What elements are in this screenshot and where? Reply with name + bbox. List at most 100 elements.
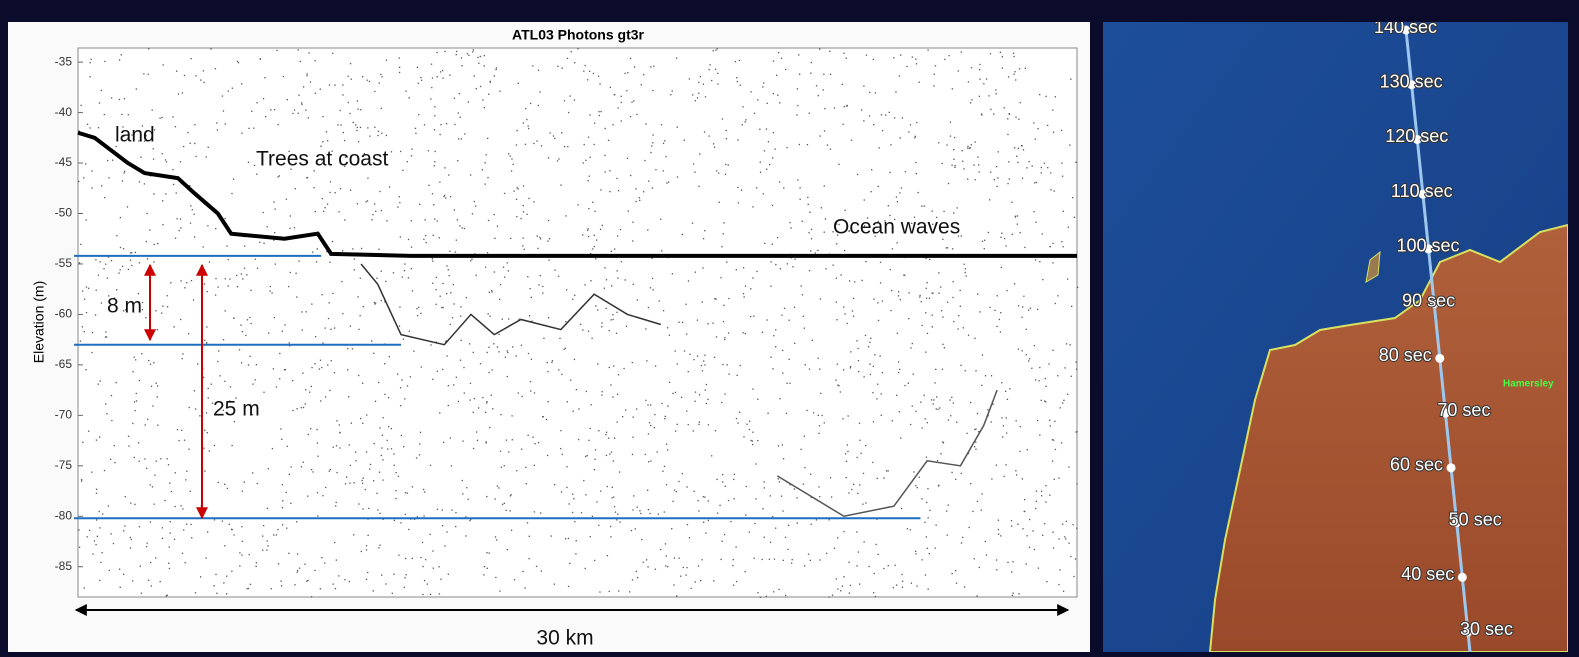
noise-photon xyxy=(698,394,701,396)
noise-photon xyxy=(122,573,125,575)
noise-photon xyxy=(494,237,496,239)
noise-photon xyxy=(817,95,819,97)
noise-photon xyxy=(835,301,838,303)
noise-photon xyxy=(937,408,939,411)
noise-photon xyxy=(804,565,806,567)
noise-photon xyxy=(787,524,790,526)
noise-photon xyxy=(249,355,251,358)
noise-photon xyxy=(572,298,574,300)
noise-photon xyxy=(896,242,898,244)
noise-photon xyxy=(458,138,460,140)
y-tick-label: -50 xyxy=(55,206,73,220)
noise-photon xyxy=(329,191,331,194)
noise-photon xyxy=(88,287,90,289)
noise-photon xyxy=(913,216,916,218)
noise-photon xyxy=(113,445,115,447)
noise-photon xyxy=(191,537,193,539)
noise-photon xyxy=(172,168,174,171)
noise-photon xyxy=(1068,466,1070,468)
noise-photon xyxy=(471,258,473,260)
noise-photon xyxy=(914,135,916,137)
noise-photon xyxy=(847,415,849,417)
noise-photon xyxy=(775,329,777,331)
noise-photon xyxy=(869,91,871,94)
noise-photon xyxy=(214,68,217,70)
noise-photon xyxy=(699,75,702,78)
noise-photon xyxy=(722,481,724,483)
noise-photon xyxy=(414,127,417,130)
noise-photon xyxy=(1065,520,1067,523)
noise-photon xyxy=(166,458,168,460)
noise-photon xyxy=(373,480,375,482)
noise-photon xyxy=(1015,116,1017,118)
noise-photon xyxy=(548,237,551,240)
noise-photon xyxy=(500,466,502,468)
noise-photon xyxy=(752,206,754,208)
noise-photon xyxy=(614,511,617,513)
noise-photon xyxy=(472,51,474,53)
noise-photon xyxy=(715,49,717,51)
noise-photon xyxy=(704,230,706,232)
noise-photon xyxy=(137,442,140,444)
noise-photon xyxy=(274,231,276,234)
noise-photon xyxy=(896,394,898,397)
noise-photon xyxy=(356,100,359,102)
noise-photon xyxy=(273,201,275,203)
noise-photon xyxy=(694,400,696,402)
noise-photon xyxy=(1014,147,1016,149)
noise-photon xyxy=(1032,530,1034,532)
noise-photon xyxy=(692,163,695,165)
noise-photon xyxy=(384,363,386,365)
noise-photon xyxy=(1064,536,1066,538)
noise-photon xyxy=(520,217,522,220)
noise-photon xyxy=(322,141,324,143)
noise-photon xyxy=(645,399,647,402)
noise-photon xyxy=(883,567,885,570)
noise-photon xyxy=(432,550,434,552)
noise-photon xyxy=(593,143,595,146)
noise-photon xyxy=(881,130,884,132)
y-tick-label: -80 xyxy=(55,508,73,522)
noise-photon xyxy=(633,100,635,102)
noise-photon xyxy=(206,342,208,344)
noise-photon xyxy=(1076,483,1078,485)
noise-photon xyxy=(979,63,981,66)
noise-photon xyxy=(997,519,1000,521)
noise-photon xyxy=(910,582,913,584)
noise-photon xyxy=(1017,305,1020,307)
noise-photon xyxy=(610,451,613,453)
noise-photon xyxy=(483,566,486,568)
noise-photon xyxy=(806,144,809,146)
noise-photon xyxy=(887,205,889,207)
noise-photon xyxy=(786,263,789,265)
noise-photon xyxy=(954,569,957,572)
noise-photon xyxy=(654,568,657,570)
noise-photon xyxy=(222,409,224,412)
noise-photon xyxy=(177,93,180,95)
noise-photon xyxy=(399,202,401,204)
noise-photon xyxy=(837,588,839,590)
noise-photon xyxy=(962,160,964,162)
noise-photon xyxy=(774,148,776,150)
noise-photon xyxy=(173,326,175,328)
noise-photon xyxy=(378,547,380,549)
noise-photon xyxy=(121,180,124,182)
y-tick-label: -85 xyxy=(55,559,73,573)
noise-photon xyxy=(934,547,936,549)
noise-photon xyxy=(596,501,598,503)
noise-photon xyxy=(828,519,830,521)
noise-photon xyxy=(627,210,629,212)
noise-photon xyxy=(585,455,587,458)
noise-photon xyxy=(1009,388,1011,390)
noise-photon xyxy=(979,311,981,313)
noise-photon xyxy=(1007,561,1009,564)
noise-photon xyxy=(224,380,226,383)
noise-photon xyxy=(661,250,663,252)
noise-photon xyxy=(857,492,859,494)
noise-photon xyxy=(874,595,877,598)
noise-photon xyxy=(761,558,763,561)
noise-photon xyxy=(434,106,436,108)
noise-photon xyxy=(632,416,634,418)
noise-photon xyxy=(1048,363,1050,365)
noise-photon xyxy=(632,240,634,242)
